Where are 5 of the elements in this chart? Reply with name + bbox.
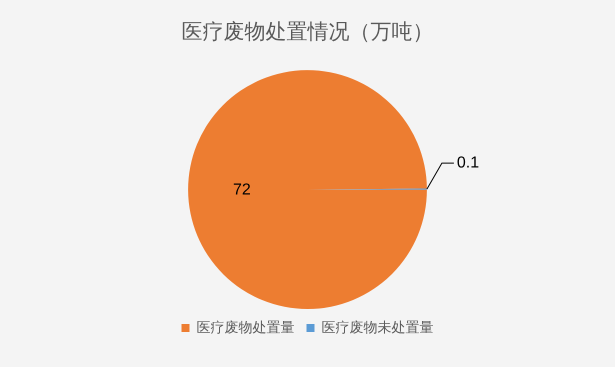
data-label: 0.1: [456, 154, 480, 172]
data-label: 72: [232, 181, 251, 198]
legend-label: 医疗废物未处置量: [322, 318, 434, 335]
chart-title: 医疗废物处置情况（万吨）: [182, 20, 434, 44]
legend-label: 医疗废物处置量: [196, 318, 294, 335]
